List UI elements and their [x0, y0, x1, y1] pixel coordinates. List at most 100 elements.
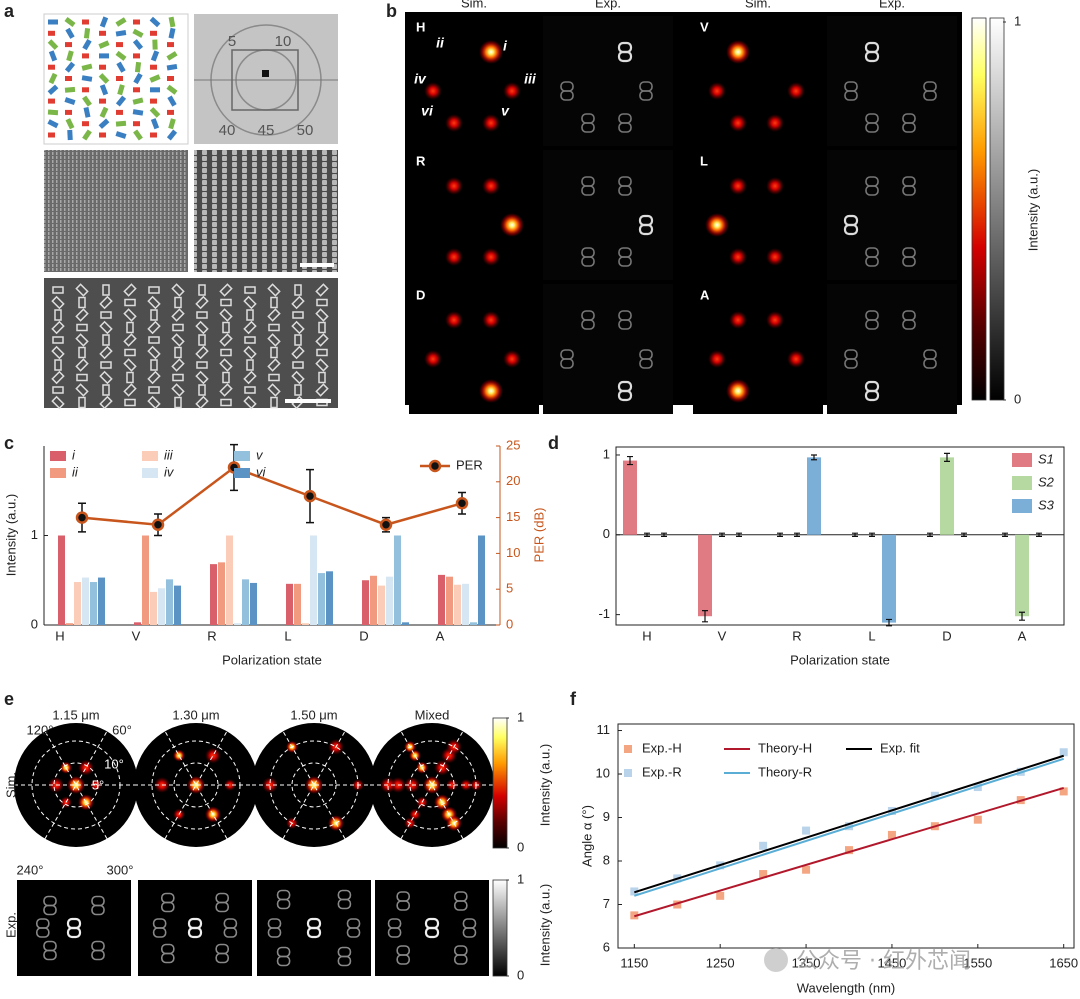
- nanopillar: [100, 361, 112, 369]
- meta-atom: [152, 39, 158, 50]
- bar: [158, 588, 165, 625]
- row-label: H: [416, 19, 425, 34]
- row-label: D: [416, 287, 425, 302]
- x-axis-label: Polarization state: [790, 652, 890, 667]
- legend-swatch: [142, 468, 158, 478]
- sem-image: [44, 278, 338, 408]
- angle-label: 240°: [17, 862, 44, 877]
- pattern-glyph: [844, 358, 858, 369]
- axis-label: PER (dB): [531, 508, 546, 563]
- nanopillar: [51, 345, 65, 360]
- row-label: R: [416, 153, 426, 168]
- x-tick-label: D: [359, 628, 368, 643]
- y-tick-label: 1: [603, 446, 610, 461]
- bar: [1015, 534, 1029, 617]
- meta-atom: [82, 121, 89, 127]
- pattern-glyph: [923, 358, 937, 369]
- point: [802, 826, 811, 835]
- x-tick-label: R: [207, 628, 216, 643]
- pattern-glyph: [581, 319, 595, 330]
- nanopillar: [294, 334, 302, 346]
- spot: [729, 114, 747, 132]
- legend-swatch: [50, 451, 66, 461]
- nanopillar: [244, 286, 256, 294]
- meta-atom: [99, 16, 109, 28]
- pattern-glyph: [581, 185, 595, 196]
- meta-atom: [133, 72, 143, 85]
- pattern-glyph: [902, 319, 916, 330]
- pattern-glyph: [581, 256, 595, 267]
- colorbar-tick-label: 1: [517, 709, 524, 724]
- point: [845, 822, 854, 831]
- nanopillar: [75, 383, 89, 397]
- nanopillar: [75, 358, 89, 372]
- spot: [482, 177, 500, 195]
- nanopillar: [198, 384, 206, 396]
- x-tick-label: A: [436, 628, 445, 643]
- nanopillar: [174, 346, 182, 359]
- meta-atom: [98, 73, 110, 84]
- nanopillar: [148, 386, 160, 394]
- meta-atom: [47, 39, 59, 50]
- y-tick-label: 9: [603, 809, 610, 824]
- spot: [445, 114, 463, 132]
- bar: [134, 622, 141, 625]
- bar: [402, 622, 409, 625]
- colorbar: [989, 17, 1005, 401]
- meta-atom: [166, 84, 178, 95]
- row-label: L: [700, 153, 708, 168]
- x-axis-label: Wavelength (nm): [797, 980, 896, 995]
- pattern-glyph: [639, 358, 653, 369]
- nanopillar: [123, 333, 137, 347]
- pattern-glyph: [902, 122, 916, 133]
- bar: [82, 577, 89, 625]
- x-tick-label: 1550: [963, 955, 992, 970]
- meta-atom: [133, 53, 140, 59]
- nanopillar: [222, 371, 230, 384]
- nanopillar: [196, 361, 208, 369]
- spot: [424, 350, 442, 368]
- x-axis-label: Polarization state: [222, 652, 322, 667]
- nanopillar: [294, 284, 302, 296]
- nanopillar: [195, 345, 209, 360]
- legend-label: i: [72, 447, 76, 462]
- y2-tick-label: 25: [506, 437, 520, 452]
- legend-marker: [428, 459, 442, 473]
- per-point: [455, 497, 469, 510]
- colorbar-label: Intensity (a.u.): [1025, 169, 1040, 251]
- nanopillar: [316, 348, 328, 357]
- colorbar-label: Intensity (a.u.): [537, 744, 552, 826]
- wavelength-label: 1.30 μm: [172, 707, 219, 722]
- spot: [729, 311, 747, 329]
- nanopillar: [102, 384, 110, 396]
- pattern-glyph: [864, 50, 880, 63]
- spot: [482, 311, 500, 329]
- spot: [729, 177, 747, 195]
- bar: [166, 579, 173, 625]
- nanopillar: [123, 383, 137, 397]
- colorbar-label: Intensity (a.u.): [537, 884, 552, 966]
- exp-image: [827, 150, 957, 280]
- y-tick-label: 0: [31, 616, 38, 631]
- nanopillar: [316, 298, 328, 307]
- meta-atom: [99, 64, 106, 70]
- x-tick-label: H: [55, 628, 64, 643]
- error-bar: [719, 532, 725, 537]
- spot: [205, 747, 221, 764]
- sim-image: [409, 284, 539, 414]
- pattern-glyph: [337, 898, 352, 910]
- colorbar-tick-label: 0: [517, 839, 524, 854]
- angle-label: 300°: [107, 862, 134, 877]
- pattern-glyph: [902, 256, 916, 267]
- x-tick-label: 1650: [1049, 955, 1078, 970]
- plot-frame: [615, 446, 1065, 626]
- meta-atom: [98, 118, 110, 129]
- y-tick-label: 7: [603, 896, 610, 911]
- pattern-glyph: [844, 90, 858, 101]
- meta-atom: [67, 129, 73, 141]
- spot: [729, 248, 747, 266]
- pattern-glyph: [424, 926, 440, 939]
- nanopillar: [99, 395, 113, 410]
- meta-atom: [81, 75, 93, 82]
